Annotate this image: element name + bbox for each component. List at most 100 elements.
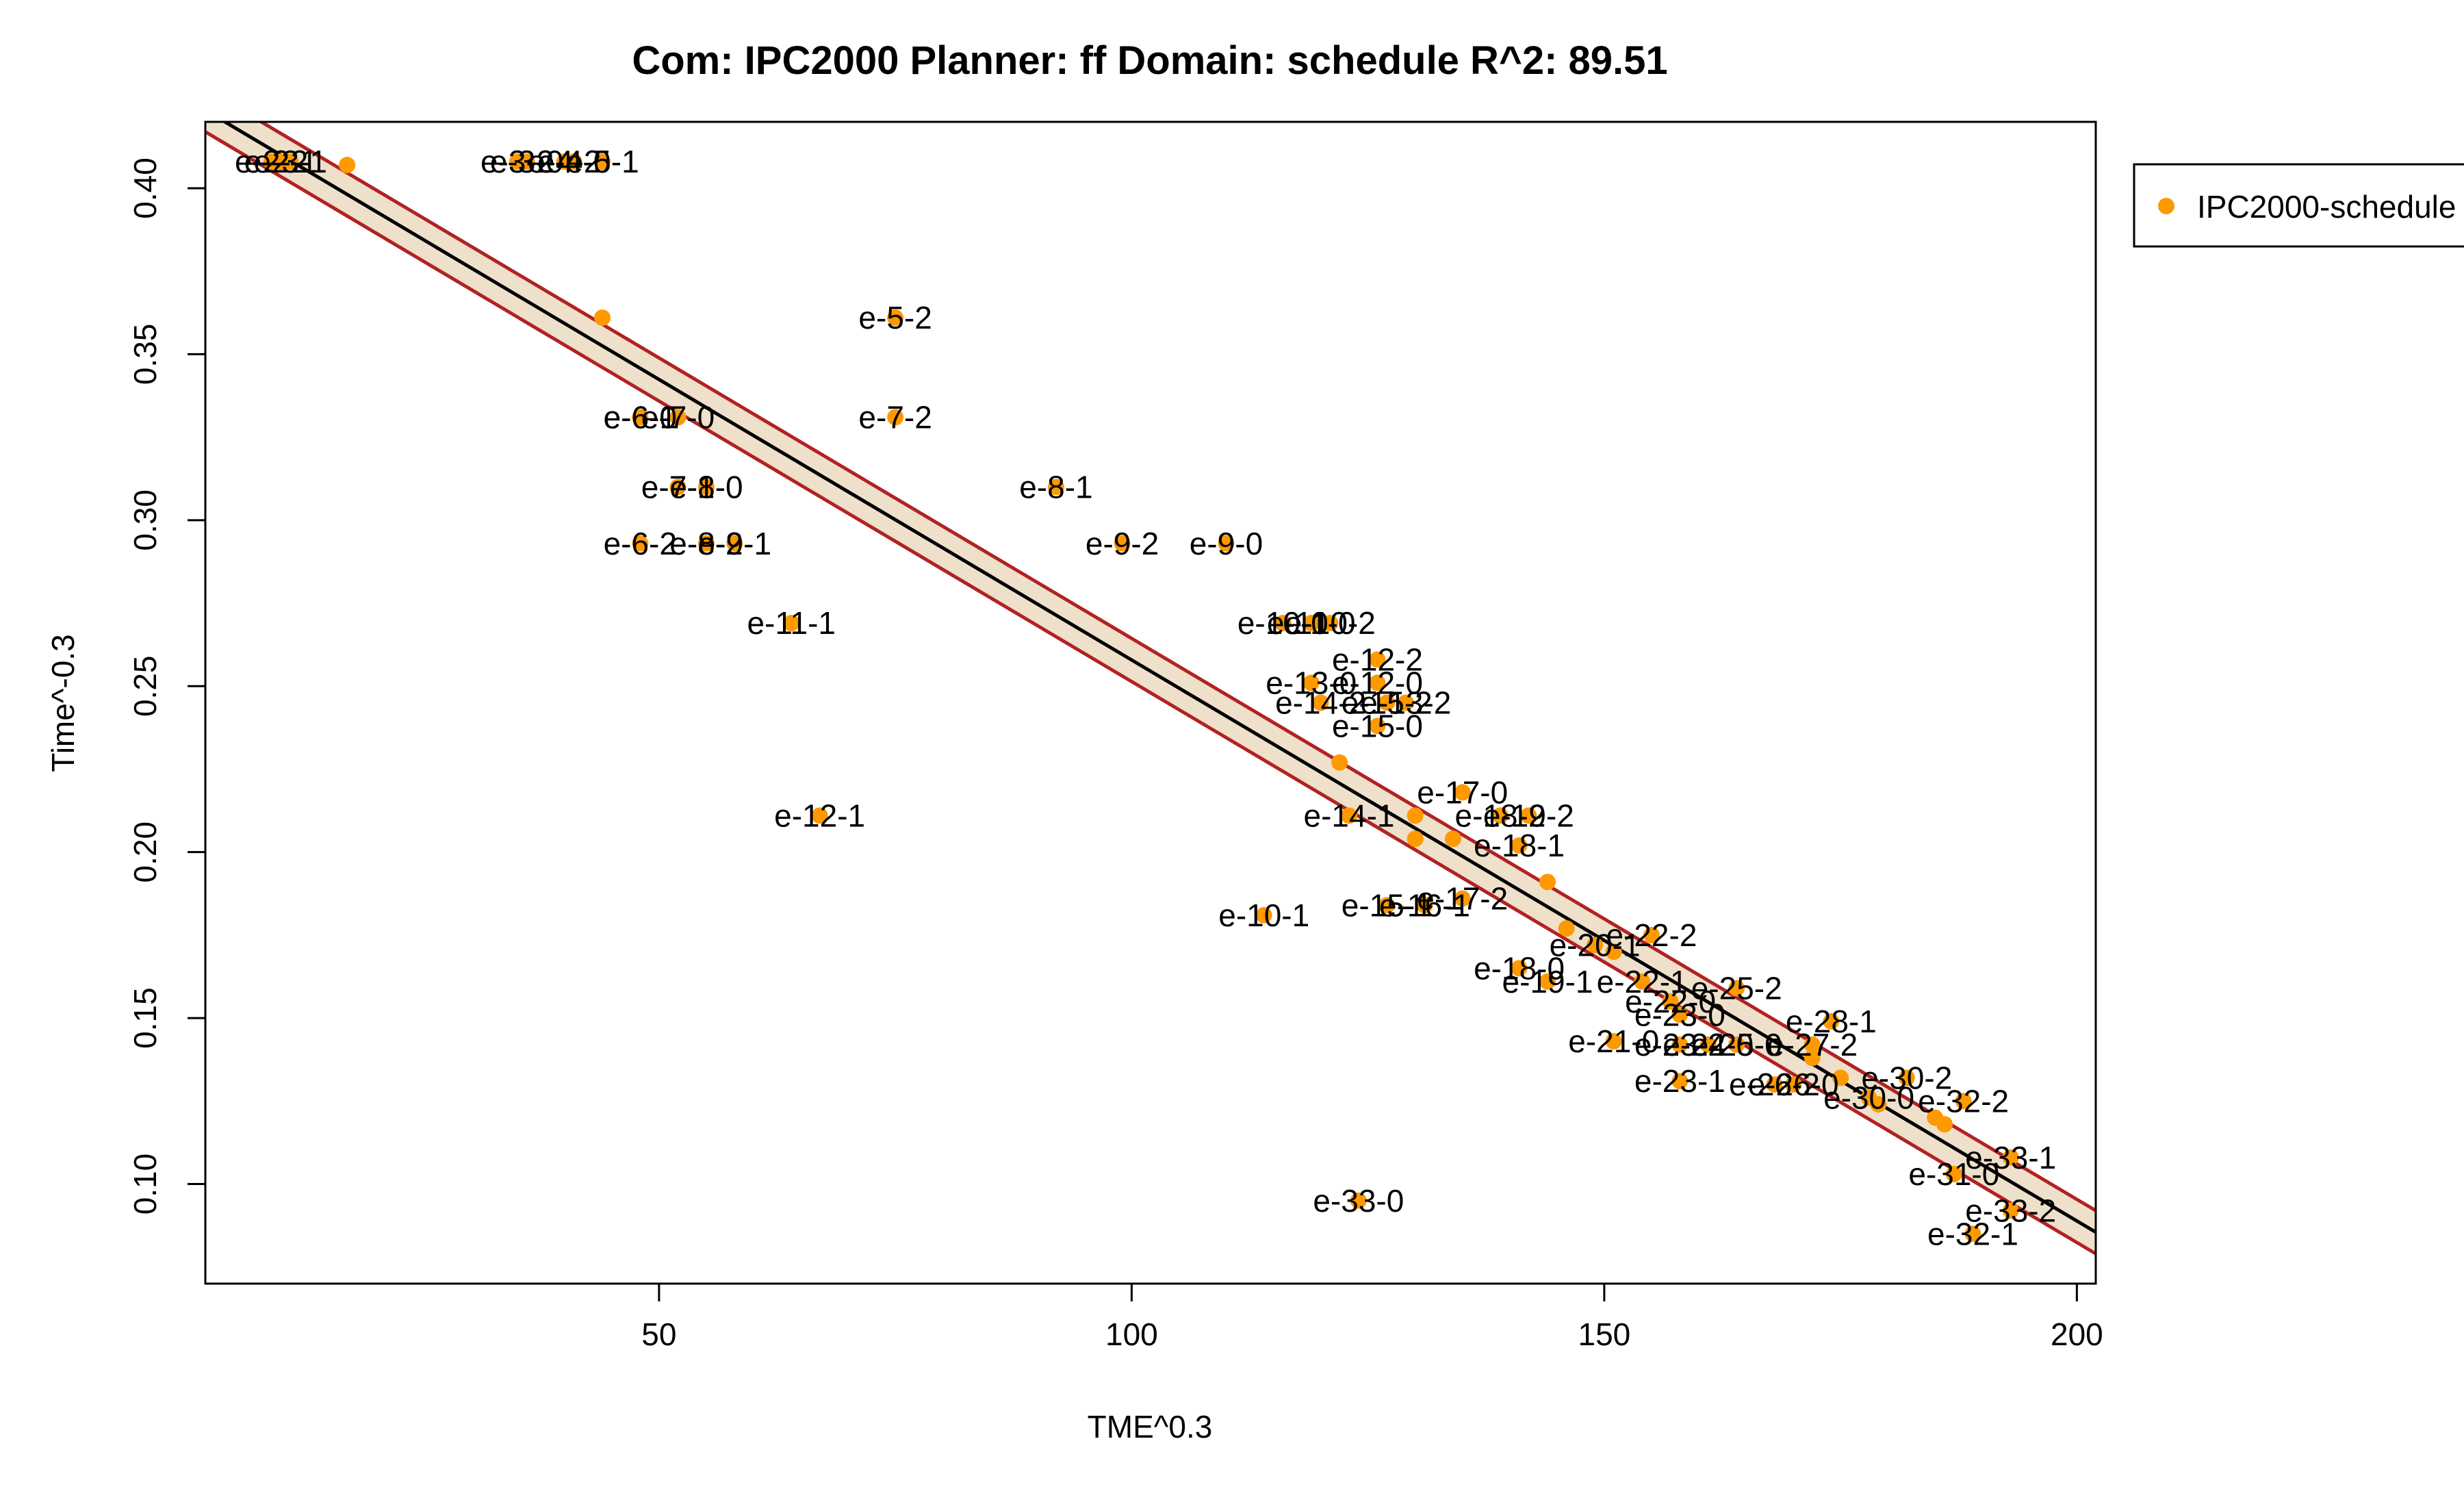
point-label: e-21-0 — [1568, 1023, 1659, 1059]
data-point — [1302, 615, 1320, 632]
point-label: e-9-0 — [1190, 526, 1263, 561]
data-point — [1955, 1093, 1972, 1110]
regression-line — [221, 122, 2096, 1234]
x-tick-label: 150 — [1578, 1316, 1631, 1352]
data-point — [811, 807, 828, 824]
y-tick-label: 0.10 — [127, 1154, 163, 1215]
y-tick-label: 0.30 — [127, 489, 163, 551]
point-label: e-11-0 — [1267, 605, 1356, 641]
point-label: e-3-2 — [480, 144, 554, 179]
point-label: e-22-0 — [1625, 984, 1716, 1019]
point-label: e-4-2 — [528, 144, 601, 179]
data-point — [1454, 890, 1471, 907]
y-axis: 0.10 0.15 0.20 0.25 0.30 0.35 0.40 — [127, 157, 207, 1215]
data-point — [1520, 807, 1537, 824]
data-point — [1728, 980, 1745, 997]
data-point — [1898, 1069, 1915, 1086]
point-label: e-8-1 — [1019, 469, 1092, 505]
x-axis: 50 100 150 200 — [641, 1282, 2103, 1352]
data-point — [1671, 1006, 1689, 1023]
data-point — [1511, 837, 1528, 854]
point-label: e-30-2 — [1861, 1060, 1952, 1095]
data-point — [1671, 1073, 1689, 1090]
point-label: e-10-1 — [1218, 898, 1309, 933]
data-points — [263, 153, 2019, 1243]
data-point — [1766, 1076, 1783, 1093]
data-point — [1114, 535, 1131, 552]
point-label: e-23-1 — [1634, 1063, 1725, 1099]
point-label: e-22-2 — [1606, 917, 1697, 953]
y-tick-label: 0.15 — [127, 987, 163, 1049]
x-tick-label: 100 — [1105, 1316, 1158, 1352]
point-labels: e-2-2e-2-1e-3-1 e-3-2e-3-0e-4-2e-4-0e-5-1… — [235, 144, 2056, 1251]
data-point — [1785, 1076, 1802, 1093]
data-point — [1274, 615, 1292, 632]
point-label: e-15-0 — [1332, 708, 1423, 743]
point-label: e-12-1 — [774, 798, 865, 833]
data-point — [1255, 906, 1272, 924]
data-point — [1369, 717, 1386, 735]
data-point — [339, 157, 356, 174]
data-point — [1369, 651, 1386, 668]
legend-entry: IPC2000-schedule — [2197, 189, 2456, 225]
data-point — [1662, 993, 1679, 1010]
point-label: e-15-1 — [1342, 887, 1433, 923]
y-tick-label: 0.40 — [127, 157, 163, 219]
point-label: e-17-0 — [1417, 774, 1508, 810]
point-label: e-10-2 — [1285, 605, 1376, 641]
data-point — [1870, 1096, 1887, 1113]
point-label: e-12-2 — [1332, 641, 1423, 677]
data-point — [1454, 784, 1471, 801]
data-point — [1539, 874, 1556, 891]
point-label: e-13-0 — [1266, 665, 1357, 700]
legend: IPC2000-schedule — [2133, 163, 2464, 248]
data-point — [1964, 1225, 1981, 1243]
data-point — [1804, 1036, 1821, 1053]
point-label: e-6-1 — [604, 400, 677, 435]
data-point — [594, 153, 611, 170]
data-point — [1823, 1013, 1840, 1030]
point-label: e-32-2 — [1918, 1083, 2009, 1119]
point-label: e-13-2 — [1360, 685, 1451, 721]
point-label: e-6-0 — [604, 400, 677, 435]
point-label: e-23-0 — [1634, 997, 1725, 1032]
data-point — [1945, 1165, 1962, 1182]
point-label: e-33-0 — [1313, 1183, 1404, 1219]
x-tick-label: 200 — [2051, 1316, 2103, 1352]
point-label: e-30-0 — [1823, 1080, 1914, 1115]
data-point — [632, 409, 649, 426]
data-point — [887, 409, 904, 426]
data-point — [565, 153, 582, 170]
x-tick-label: 50 — [641, 1316, 676, 1352]
point-label: e-17-2 — [1417, 881, 1508, 917]
point-label: e-31-0 — [1908, 1156, 1999, 1192]
point-label: e-8-0 — [669, 469, 743, 505]
data-point — [1634, 973, 1651, 990]
point-label: e-25-0 — [1691, 1027, 1782, 1062]
data-point — [697, 479, 715, 496]
data-point — [1397, 694, 1414, 711]
data-point — [1804, 1049, 1821, 1067]
data-point — [2002, 1149, 2019, 1166]
point-label: e-18-0 — [1474, 950, 1565, 986]
data-point — [1322, 615, 1339, 632]
data-point — [1378, 694, 1396, 711]
data-point — [1643, 926, 1660, 943]
point-label: e-22-1 — [1597, 964, 1688, 1000]
point-label: e-8-2 — [669, 526, 743, 561]
point-label: e-10-0 — [1237, 605, 1329, 641]
data-point — [2002, 1202, 2019, 1219]
point-label: e-12-0 — [1332, 665, 1423, 700]
point-label: e-16-1 — [1379, 887, 1470, 923]
x-axis-label: TME^0.3 — [1088, 1409, 1213, 1445]
point-label: e-5-1 — [565, 144, 639, 179]
data-point — [1378, 897, 1396, 914]
point-label: e-28-1 — [1786, 1004, 1877, 1039]
data-point — [1539, 973, 1556, 990]
data-point — [518, 153, 535, 170]
data-point — [1350, 1192, 1367, 1209]
data-point — [1728, 1036, 1745, 1053]
point-label: e-18-2 — [1454, 798, 1545, 833]
point-label: e-14-2 — [1275, 685, 1366, 721]
